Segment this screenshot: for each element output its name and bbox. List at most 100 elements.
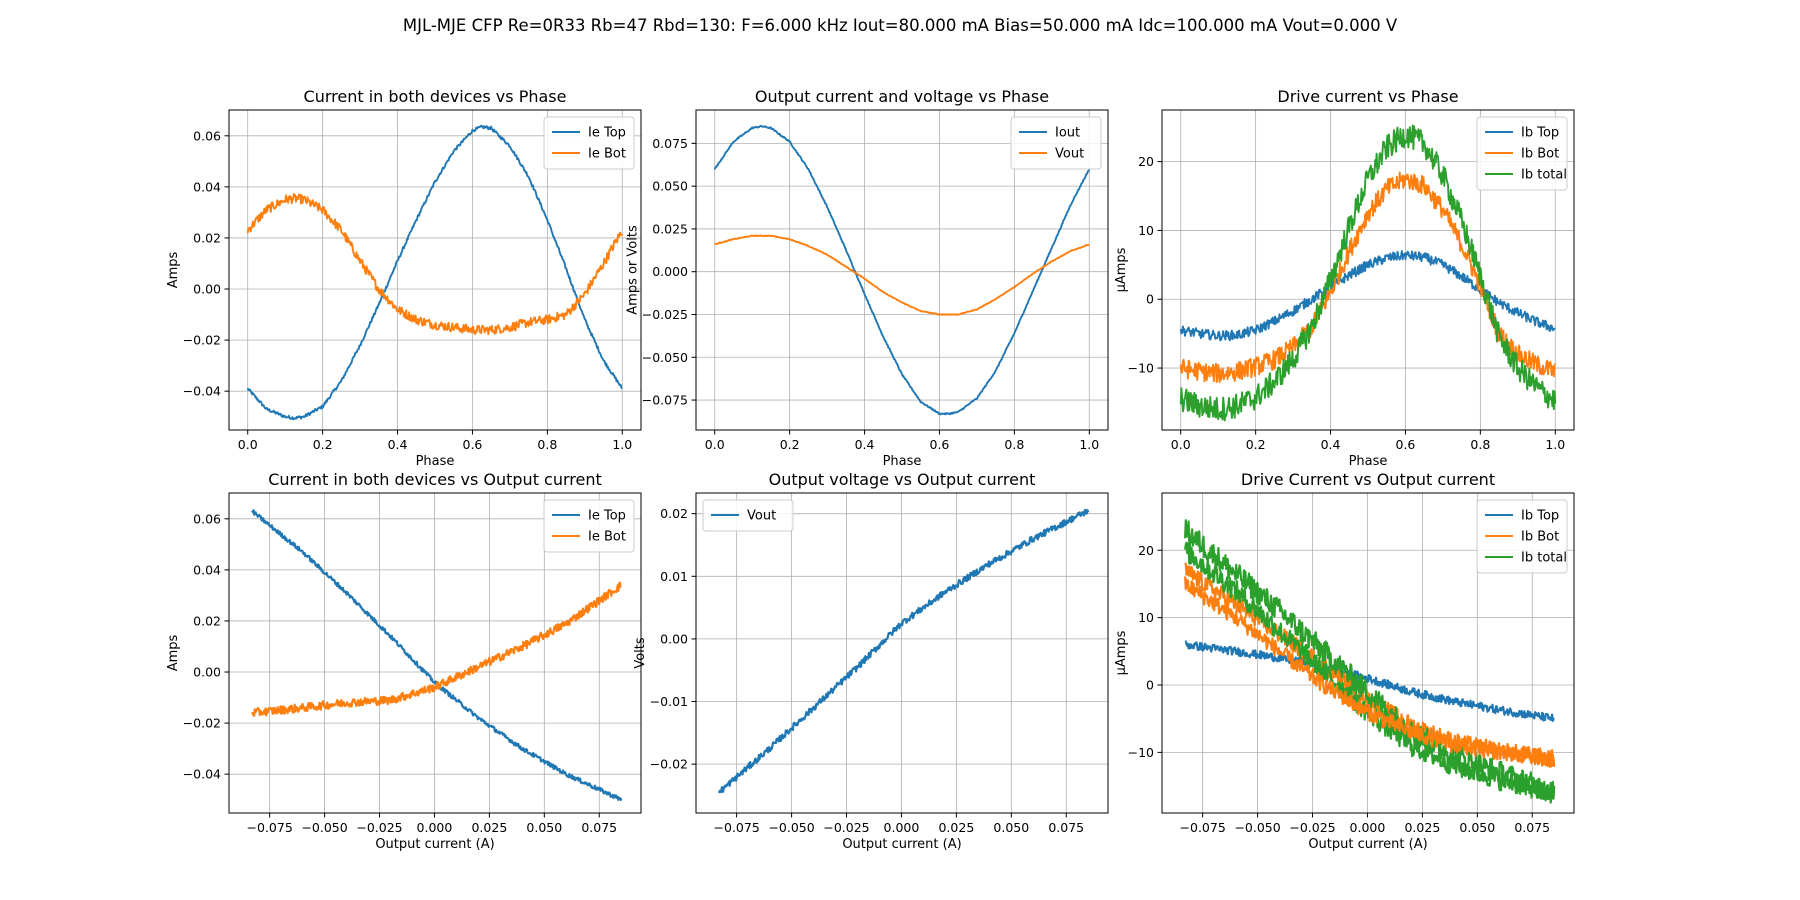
series-group — [1179, 124, 1557, 422]
axes-frame — [695, 492, 1109, 814]
x-tick-label: 1.0 — [1079, 437, 1099, 452]
x-tick-label: −0.050 — [301, 820, 347, 835]
subplot-title: Output voltage vs Output current — [769, 470, 1036, 489]
x-tick-label: 0.000 — [1350, 820, 1386, 835]
y-tick-label: 0.06 — [193, 128, 221, 143]
x-tick-label: 0.8 — [537, 437, 557, 452]
x-tick-label: −0.025 — [356, 820, 402, 835]
y-tick-label: 0.02 — [193, 613, 221, 628]
figure-title: MJL-MJE CFP Re=0R33 Rb=47 Rbd=130: F=6.0… — [403, 16, 1398, 35]
series-ib-bot — [1184, 576, 1556, 768]
x-tick-label: 0.075 — [1514, 820, 1550, 835]
x-tick-label: 0.000 — [884, 820, 920, 835]
y-tick-label: −0.04 — [183, 767, 221, 782]
legend-label: Ib total — [1521, 168, 1567, 183]
series-ib-top — [1179, 250, 1556, 342]
axes-frame — [1161, 492, 1575, 814]
subplot-5: −0.075 −0.050 −0.025 0.000 0.025 0.050 0.075 −0… — [633, 470, 1109, 852]
series-group — [718, 508, 1090, 794]
series-ie-top — [246, 124, 623, 421]
x-tick-label: 0.6 — [930, 437, 950, 452]
legend-label: Ie Top — [588, 509, 626, 524]
y-tick-label: −0.075 — [642, 393, 688, 408]
y-tick-label: 20 — [1138, 154, 1154, 169]
y-axis-label: Amps — [166, 634, 181, 671]
series-ib-total — [1179, 124, 1557, 422]
subplot-title: Drive current vs Phase — [1277, 87, 1458, 106]
y-axis-label: µAmps — [1114, 630, 1129, 675]
legend-box — [702, 499, 794, 532]
subplot-3: 0.0 0.2 0.4 0.6 0.8 1.0 −10 0 10 20 Drive current … — [1114, 87, 1575, 469]
legend: Ib Top Ib Bot Ib total — [1476, 499, 1568, 574]
legend-box — [543, 116, 635, 170]
x-tick-label: 0.075 — [1048, 820, 1084, 835]
y-tick-label: −10 — [1128, 745, 1154, 760]
x-axis-label: Phase — [416, 454, 455, 469]
subplots: 0.0 0.2 0.4 0.6 0.8 1.0−0.04−0.020.000.020.04… — [166, 87, 1575, 852]
x-tick-label: −0.025 — [1289, 820, 1335, 835]
x-axis-label: Phase — [883, 454, 922, 469]
legend-label: Ib total — [1521, 551, 1567, 566]
legend-label: Ie Bot — [588, 530, 626, 545]
x-tick-label: 0.025 — [938, 820, 974, 835]
legend: Ib Top Ib Bot Ib total — [1476, 116, 1568, 191]
x-tick-label: 0.050 — [526, 820, 562, 835]
series-group — [1184, 519, 1556, 804]
x-tick-label: 0.4 — [1321, 437, 1341, 452]
legend: Vout — [702, 499, 794, 532]
y-tick-label: 0.04 — [193, 562, 221, 577]
grid — [696, 110, 1108, 430]
series-iout — [713, 124, 1091, 416]
y-tick-label: 0 — [1146, 292, 1154, 307]
y-axis-label: Volts — [633, 637, 648, 669]
x-tick-label: 0.6 — [463, 437, 483, 452]
y-tick-label: 0.00 — [193, 282, 221, 297]
x-tick-label: 0.025 — [471, 820, 507, 835]
x-tick-label: 0.025 — [1404, 820, 1440, 835]
y-tick-label: 0 — [1146, 678, 1154, 693]
subplot-title: Output current and voltage vs Phase — [755, 87, 1049, 106]
x-axis-label: Output current (A) — [375, 837, 494, 852]
grid — [1162, 110, 1574, 430]
y-tick-label: −10 — [1128, 361, 1154, 376]
subplot-title: Drive Current vs Output current — [1241, 470, 1495, 489]
x-tick-label: 0.2 — [780, 437, 800, 452]
axes-frame — [1161, 109, 1575, 431]
legend: Ie Top Ie Bot — [543, 116, 635, 170]
x-tick-label: 0.6 — [1396, 437, 1416, 452]
legend: Ie Top Ie Bot — [543, 499, 635, 553]
legend-label: Vout — [1055, 147, 1084, 162]
axes-frame — [695, 109, 1109, 431]
series-ie-bot — [251, 581, 622, 717]
x-axis-label: Phase — [1349, 454, 1388, 469]
y-tick-label: 0.02 — [193, 230, 221, 245]
legend-label: Ib Bot — [1521, 530, 1559, 545]
y-tick-label: −0.04 — [183, 384, 221, 399]
legend-label: Ie Top — [588, 126, 626, 141]
x-tick-label: 0.000 — [417, 820, 453, 835]
x-tick-label: 0.4 — [388, 437, 408, 452]
grid — [229, 110, 641, 430]
y-tick-label: 0.075 — [652, 136, 688, 151]
x-tick-label: 0.075 — [581, 820, 617, 835]
x-tick-label: 1.0 — [612, 437, 632, 452]
y-axis-label: Amps — [166, 251, 181, 288]
legend: Iout Vout — [1010, 116, 1102, 170]
subplot-2: 0.0 0.2 0.4 0.6 0.8 1.0 −0.075 −0.050 −0.025 0.00… — [625, 87, 1109, 469]
legend-box — [543, 499, 635, 553]
legend-label: Ie Bot — [588, 147, 626, 162]
y-tick-label: 10 — [1138, 610, 1154, 625]
series-group — [251, 509, 623, 802]
legend-label: Ib Top — [1521, 509, 1559, 524]
x-tick-label: 0.0 — [705, 437, 725, 452]
x-tick-label: 0.8 — [1470, 437, 1490, 452]
x-tick-label: 0.2 — [1246, 437, 1266, 452]
x-tick-label: 0.4 — [855, 437, 875, 452]
x-tick-label: 0.0 — [1171, 437, 1191, 452]
x-tick-label: −0.050 — [768, 820, 814, 835]
y-tick-label: 0.00 — [660, 631, 688, 646]
y-tick-label: −0.01 — [650, 694, 688, 709]
x-tick-label: −0.075 — [714, 820, 760, 835]
y-axis-label: Amps or Volts — [625, 225, 640, 315]
series-ib-top — [1184, 640, 1555, 722]
